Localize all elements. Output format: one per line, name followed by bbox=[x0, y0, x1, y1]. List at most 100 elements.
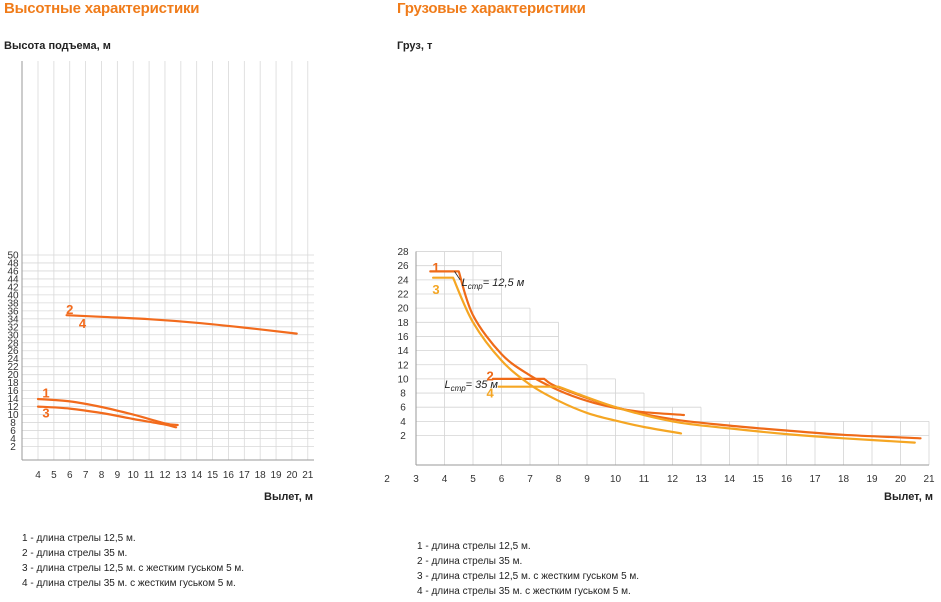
height-y-tick-label: 16 bbox=[7, 386, 19, 397]
load-curve-label-2: 2 bbox=[486, 368, 493, 383]
load-x-tick-label: 15 bbox=[752, 474, 764, 485]
height-x-axis-label: Вылет, м bbox=[264, 491, 313, 503]
load-x-tick-label: 17 bbox=[809, 474, 821, 485]
height-x-tick-label: 12 bbox=[159, 470, 171, 481]
load-y-tick-label: 10 bbox=[397, 374, 409, 385]
legend-right: 1 - длина стрелы 12,5 м. 2 - длина стрел… bbox=[417, 539, 639, 599]
load-x-tick-label: 19 bbox=[866, 474, 878, 485]
load-y-tick-label: 28 bbox=[397, 247, 409, 258]
load-x-tick-label: 12 bbox=[667, 474, 679, 485]
height-y-tick-label: 14 bbox=[7, 394, 19, 405]
height-y-tick-label: 44 bbox=[7, 274, 19, 285]
load-x-tick-label: 20 bbox=[895, 474, 907, 485]
load-y-tick-label: 12 bbox=[397, 360, 409, 371]
load-series-3-line bbox=[432, 276, 683, 435]
load-x-tick-label: 4 bbox=[442, 474, 448, 485]
height-x-tick-label: 11 bbox=[144, 470, 155, 481]
load-y-axis-label: Груз, т bbox=[397, 40, 433, 52]
load-y-tick-label: 8 bbox=[400, 389, 406, 400]
height-y-tick-label: 12 bbox=[7, 402, 19, 413]
legend-left-item-2: 2 - длина стрелы 35 м. bbox=[22, 548, 128, 559]
load-series-2-line bbox=[491, 377, 922, 440]
load-x-tick-label: 14 bbox=[724, 474, 736, 485]
height-y-tick-label: 20 bbox=[7, 370, 19, 381]
height-x-tick-label: 15 bbox=[207, 470, 219, 481]
load-x-tick-label: 8 bbox=[556, 474, 562, 485]
height-y-tick-label: 50 bbox=[7, 250, 19, 261]
load-x-tick-label: 5 bbox=[470, 474, 476, 485]
load-y-tick-label: 4 bbox=[400, 417, 406, 428]
annotation-leader-1 bbox=[454, 271, 461, 281]
height-x-tick-label: 7 bbox=[83, 470, 89, 481]
height-curve-label-2: 2 bbox=[66, 302, 73, 317]
height-y-tick-label: 42 bbox=[7, 282, 19, 293]
height-y-tick-label: 48 bbox=[7, 258, 19, 269]
load-x-tick-label: 21 bbox=[923, 474, 935, 485]
height-series-2-line bbox=[65, 314, 298, 335]
load-x-tick-label: 11 bbox=[639, 474, 650, 485]
height-x-tick-label: 14 bbox=[191, 470, 203, 481]
height-y-tick-label: 36 bbox=[7, 306, 19, 317]
load-y-tick-label: 24 bbox=[397, 275, 409, 286]
load-x-tick-label: 9 bbox=[584, 474, 590, 485]
height-y-tick-label: 34 bbox=[7, 314, 19, 325]
load-x-tick-label: 7 bbox=[527, 474, 533, 485]
legend-right-item-4: 4 - длина стрелы 35 м. с жестким гуськом… bbox=[417, 586, 631, 597]
height-x-tick-label: 9 bbox=[115, 470, 121, 481]
height-y-tick-label: 40 bbox=[7, 290, 19, 301]
legend-right-item-2: 2 - длина стрелы 35 м. bbox=[417, 556, 523, 567]
height-y-tick-label: 30 bbox=[7, 330, 19, 341]
height-x-tick-label: 16 bbox=[223, 470, 235, 481]
height-x-tick-label: 18 bbox=[255, 470, 267, 481]
height-y-tick-label: 10 bbox=[7, 410, 19, 421]
height-y-tick-label: 18 bbox=[7, 378, 19, 389]
load-x-axis-label: Вылет, м bbox=[884, 491, 933, 503]
legend-left-item-4: 4 - длина стрелы 35 м. с жестким гуськом… bbox=[22, 578, 236, 589]
height-y-tick-label: 28 bbox=[7, 338, 19, 349]
height-y-tick-label: 22 bbox=[7, 362, 19, 373]
height-y-tick-label: 32 bbox=[7, 322, 19, 333]
legend-left-item-1: 1 - длина стрелы 12,5 м. bbox=[22, 533, 136, 544]
height-y-tick-label: 24 bbox=[7, 354, 19, 365]
load-x-tick-label: 3 bbox=[413, 474, 419, 485]
legend-left: 1 - длина стрелы 12,5 м. 2 - длина стрел… bbox=[22, 531, 244, 591]
load-y-tick-label: 20 bbox=[397, 304, 409, 315]
height-x-tick-label: 19 bbox=[270, 470, 282, 481]
height-y-axis-label: Высота подъема, м bbox=[4, 40, 111, 52]
height-x-tick-label: 17 bbox=[239, 470, 251, 481]
load-y-tick-label: 16 bbox=[397, 332, 409, 343]
load-x-tick-label: 16 bbox=[781, 474, 793, 485]
height-y-tick-label: 4 bbox=[10, 434, 16, 445]
height-x-tick-label: 13 bbox=[175, 470, 187, 481]
height-y-tick-label: 46 bbox=[7, 266, 19, 277]
load-curve-label-4: 4 bbox=[486, 385, 494, 400]
load-y-tick-label: 18 bbox=[397, 318, 409, 329]
load-x-tick-label: 18 bbox=[838, 474, 850, 485]
height-chart: 2468101214161820222426283032343638404244… bbox=[4, 40, 314, 503]
height-y-tick-label: 8 bbox=[10, 418, 16, 429]
height-x-tick-label: 8 bbox=[99, 470, 105, 481]
load-chart-title: Грузовые характеристики bbox=[397, 0, 586, 17]
load-series-4-line bbox=[497, 385, 916, 444]
legend-right-item-3: 3 - длина стрелы 12,5 м. с жестким гуськ… bbox=[417, 571, 640, 582]
load-x-tick-label: 6 bbox=[499, 474, 505, 485]
height-x-tick-label: 5 bbox=[51, 470, 57, 481]
boom-length-annotation-2: Lстр= 35 м bbox=[445, 379, 499, 393]
height-curve-label-3: 3 bbox=[42, 406, 49, 421]
height-chart-title: Высотные характеристики bbox=[4, 0, 200, 17]
height-y-tick-label: 38 bbox=[7, 298, 19, 309]
load-x-tick-label: 10 bbox=[610, 474, 622, 485]
height-curve-label-1: 1 bbox=[42, 386, 49, 401]
load-y-tick-label: 6 bbox=[400, 403, 406, 414]
load-series-1-line bbox=[429, 270, 685, 417]
load-y-tick-label: 22 bbox=[397, 290, 409, 301]
boom-length-annotation-1: Lстр= 12,5 м bbox=[462, 277, 525, 291]
load-x-tick-label: 13 bbox=[695, 474, 707, 485]
height-series-3-line bbox=[36, 405, 178, 429]
height-y-tick-label: 2 bbox=[10, 442, 16, 453]
height-x-tick-label: 4 bbox=[35, 470, 41, 481]
height-x-tick-label: 6 bbox=[67, 470, 73, 481]
height-y-tick-label: 6 bbox=[10, 426, 16, 437]
